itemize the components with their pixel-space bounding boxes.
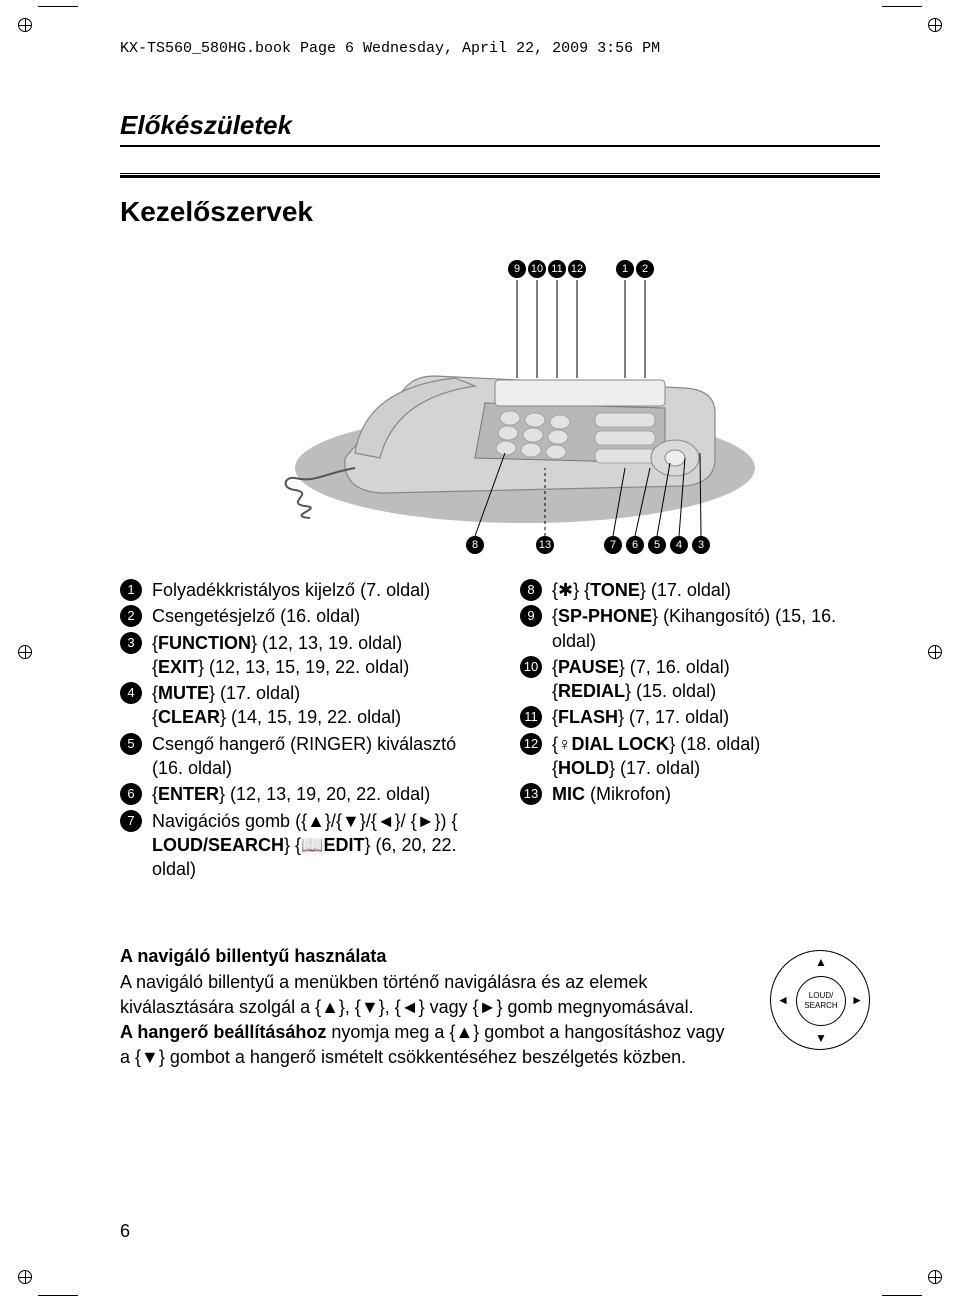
callout-8: 8 bbox=[466, 536, 484, 554]
legend-right: 8 {✱} {TONE} (17. oldal) 9 {SP-PHONE} (Kiha… bbox=[520, 578, 880, 884]
legend-bullet: 10 bbox=[520, 656, 542, 678]
legend-item: 10 {PAUSE} (7, 16. oldal){REDIAL} (15. ol… bbox=[520, 655, 880, 704]
legend-item: 3 {FUNCTION} (12, 13, 19. oldal){EXIT} (1… bbox=[120, 631, 480, 680]
legend-text: {SP-PHONE} (Kihangosító) (15, 16. oldal) bbox=[552, 604, 880, 653]
crop-mark-icon bbox=[928, 1270, 942, 1284]
legend-left: 1Folyadékkristályos kijelző (7. oldal)2C… bbox=[120, 578, 480, 884]
callout-1: 1 bbox=[616, 260, 634, 278]
callout-2: 2 bbox=[636, 260, 654, 278]
legend-bullet: 13 bbox=[520, 783, 542, 805]
callout-3: 3 bbox=[692, 536, 710, 554]
legend-bullet: 2 bbox=[120, 605, 142, 627]
legend-text: Folyadékkristályos kijelző (7. oldal) bbox=[152, 578, 480, 602]
legend-bullet: 9 bbox=[520, 605, 542, 627]
section-title: Kezelőszervek bbox=[120, 196, 880, 228]
legend-bullet: 5 bbox=[120, 733, 142, 755]
legend-bullet: 1 bbox=[120, 579, 142, 601]
legend-text: {FUNCTION} (12, 13, 19. oldal){EXIT} (12… bbox=[152, 631, 480, 680]
crop-mark-icon bbox=[18, 1270, 32, 1284]
nav-pad-illustration: ▲ ▼ ◄ ► LOUD/ SEARCH bbox=[760, 950, 880, 1050]
crop-mark-icon bbox=[18, 645, 32, 659]
callout-10: 10 bbox=[528, 260, 546, 278]
legend-item: 9 {SP-PHONE} (Kihangosító) (15, 16. oldal… bbox=[520, 604, 880, 653]
crop-mark-icon bbox=[882, 1295, 922, 1296]
callout-11: 11 bbox=[548, 260, 566, 278]
legend-text: {✱} {TONE} (17. oldal) bbox=[552, 578, 880, 602]
legend-text: {MUTE} (17. oldal){CLEAR} (14, 15, 19, 2… bbox=[152, 681, 480, 730]
phone-illustration bbox=[225, 258, 775, 558]
divider bbox=[120, 173, 880, 178]
nav-usage-text: A navigáló billentyű használata A navigá… bbox=[120, 944, 730, 1070]
legend-bullet: 8 bbox=[520, 579, 542, 601]
section-header: Előkészületek bbox=[120, 110, 880, 147]
nav-usage-title: A navigáló billentyű használata bbox=[120, 944, 730, 969]
legend-bullet: 4 bbox=[120, 682, 142, 704]
crop-mark-icon bbox=[38, 6, 78, 7]
callout-12: 12 bbox=[568, 260, 586, 278]
legend-item: 6 {ENTER} (12, 13, 19, 20, 22. oldal) bbox=[120, 782, 480, 806]
callout-6: 6 bbox=[626, 536, 644, 554]
nav-usage-section: A navigáló billentyű használata A navigá… bbox=[120, 944, 880, 1070]
legend-text: MIC (Mikrofon) bbox=[552, 782, 880, 806]
file-header-text: KX-TS560_580HG.book Page 6 Wednesday, Ap… bbox=[120, 40, 660, 57]
legend-text: {FLASH} (7, 17. oldal) bbox=[552, 705, 880, 729]
legend-item: 8 {✱} {TONE} (17. oldal) bbox=[520, 578, 880, 602]
legend-bullet: 3 bbox=[120, 632, 142, 654]
legend-text: {ENTER} (12, 13, 19, 20, 22. oldal) bbox=[152, 782, 480, 806]
callout-5: 5 bbox=[648, 536, 666, 554]
page-number: 6 bbox=[120, 1221, 130, 1242]
callout-9: 9 bbox=[508, 260, 526, 278]
crop-mark-icon bbox=[928, 645, 942, 659]
legend-bullet: 6 bbox=[120, 783, 142, 805]
legend-item: 12 {♀DIAL LOCK} (18. oldal){HOLD} (17. ol… bbox=[520, 732, 880, 781]
nav-pad-label-top: LOUD/ bbox=[797, 991, 845, 1001]
nav-pad-label-bottom: SEARCH bbox=[797, 1001, 845, 1011]
crop-mark-icon bbox=[18, 18, 32, 32]
legend-bullet: 11 bbox=[520, 706, 542, 728]
legend-item: 11 {FLASH} (7, 17. oldal) bbox=[520, 705, 880, 729]
crop-mark-icon bbox=[882, 6, 922, 7]
legend-bullet: 12 bbox=[520, 733, 542, 755]
phone-diagram: 9 10 11 12 1 2 8 13 7 6 5 4 3 bbox=[225, 258, 775, 558]
legend-columns: 1Folyadékkristályos kijelző (7. oldal)2C… bbox=[120, 578, 880, 884]
legend-text: Navigációs gomb ({▲}/{▼}/{◄}/ {►}) {LOUD… bbox=[152, 809, 480, 882]
legend-text: {♀DIAL LOCK} (18. oldal){HOLD} (17. olda… bbox=[552, 732, 880, 781]
crop-mark-icon bbox=[928, 18, 942, 32]
crop-mark-icon bbox=[38, 1295, 78, 1296]
callout-13: 13 bbox=[536, 536, 554, 554]
legend-item: 13 MIC (Mikrofon) bbox=[520, 782, 880, 806]
callout-4: 4 bbox=[670, 536, 688, 554]
legend-bullet: 7 bbox=[120, 810, 142, 832]
legend-item: 1 Folyadékkristályos kijelző (7. oldal) bbox=[120, 578, 480, 602]
legend-item: 5 Csengő hangerő (RINGER) kiválasztó (16.… bbox=[120, 732, 480, 781]
legend-text: Csengő hangerő (RINGER) kiválasztó (16. … bbox=[152, 732, 480, 781]
legend-text: {PAUSE} (7, 16. oldal){REDIAL} (15. olda… bbox=[552, 655, 880, 704]
nav-usage-body: A navigáló billentyű a menükben történő … bbox=[120, 970, 730, 1069]
legend-text: Csengetésjelző (16. oldal) bbox=[152, 604, 480, 628]
callout-7: 7 bbox=[604, 536, 622, 554]
legend-item: 7 Navigációs gomb ({▲}/{▼}/{◄}/ {►}) {LOU… bbox=[120, 809, 480, 882]
legend-item: 4 {MUTE} (17. oldal){CLEAR} (14, 15, 19, … bbox=[120, 681, 480, 730]
legend-item: 2 Csengetésjelző (16. oldal) bbox=[120, 604, 480, 628]
